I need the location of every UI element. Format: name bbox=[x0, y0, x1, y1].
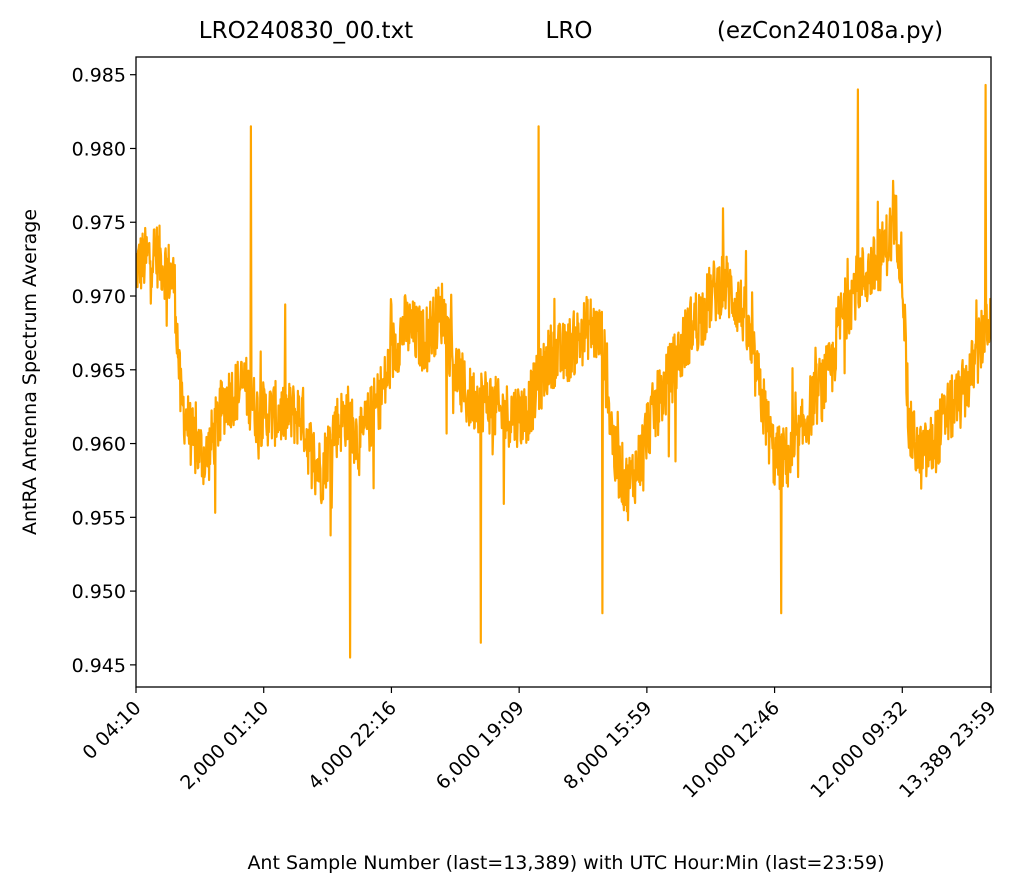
y-tick-label: 0.955 bbox=[72, 507, 126, 529]
y-tick-label: 0.965 bbox=[72, 360, 126, 382]
chart-title-script: (ezCon240108a.py) bbox=[717, 18, 943, 44]
y-tick-label: 0.945 bbox=[72, 655, 126, 677]
plot-area-frame bbox=[135, 56, 992, 688]
series-layer bbox=[136, 83, 991, 659]
chart-title-file: LRO240830_00.txt bbox=[199, 18, 413, 44]
y-tick-label: 0.950 bbox=[72, 581, 126, 603]
y-axis: 0.945 0.950 0.955 0.960 0.965 0.970 0.975 0.980… bbox=[72, 65, 136, 677]
y-tick-label: 0.980 bbox=[72, 138, 126, 160]
y-axis-label: AntRA Antenna Spectrum Average bbox=[19, 209, 41, 535]
y-tick-label: 0.960 bbox=[72, 434, 126, 456]
y-tick-label: 0.985 bbox=[72, 65, 126, 87]
x-axis-label: Ant Sample Number (last=13,389) with UTC… bbox=[247, 852, 884, 874]
y-tick-label: 0.970 bbox=[72, 286, 126, 308]
y-tick-label: 0.975 bbox=[72, 212, 126, 234]
chart-title-site: LRO bbox=[546, 18, 593, 44]
series-line bbox=[136, 83, 991, 659]
